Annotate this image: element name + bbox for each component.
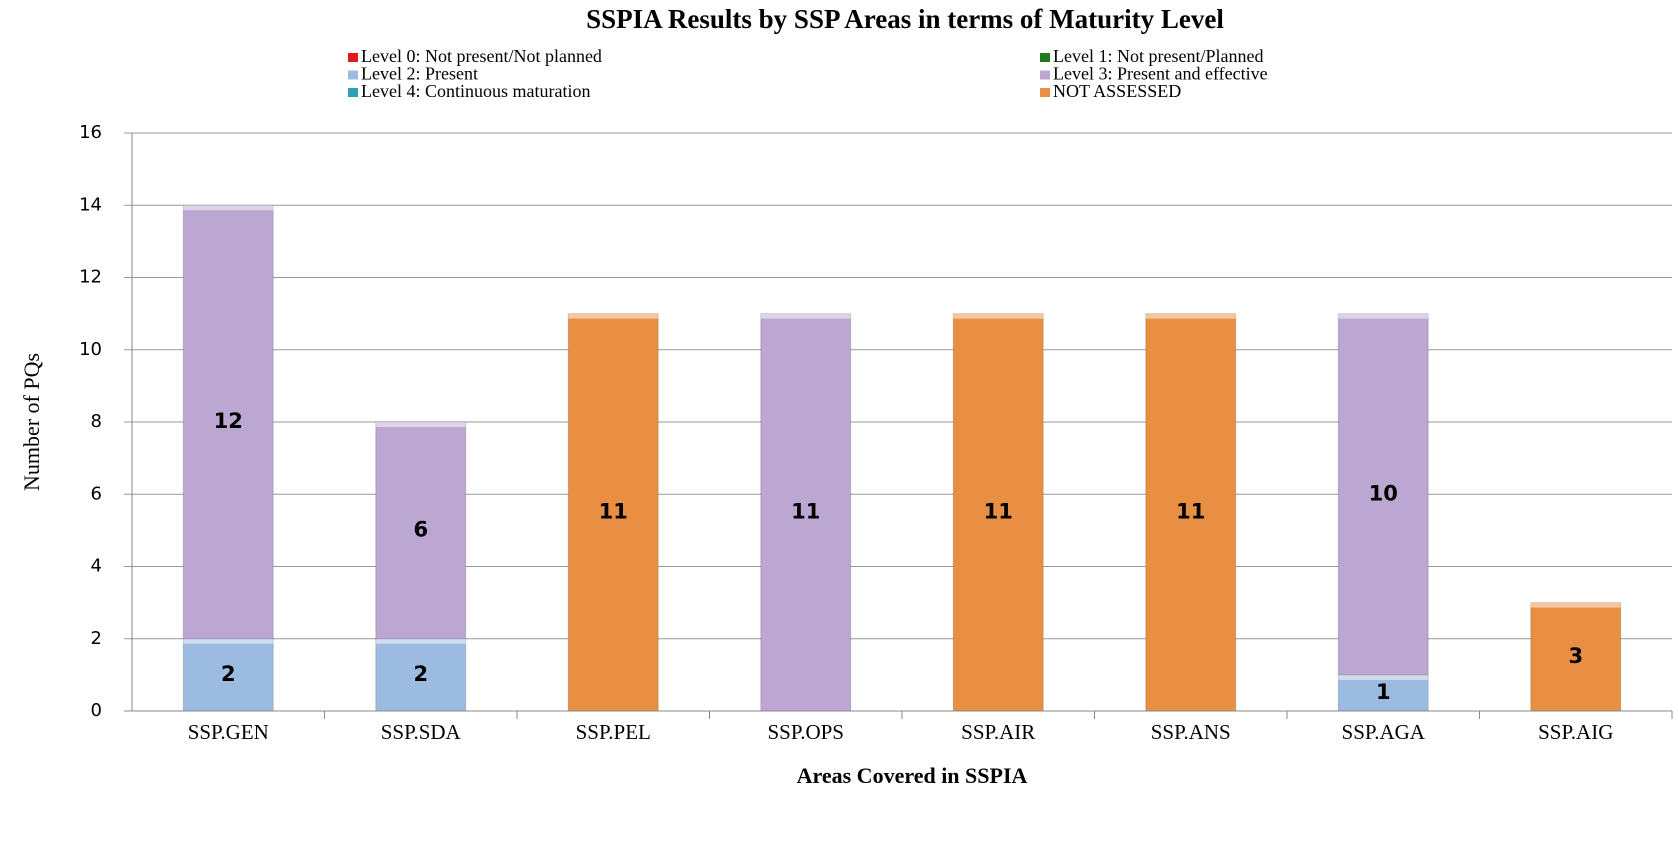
chart-title: SSPIA Results by SSP Areas in terms of M… [586, 4, 1224, 34]
bar-highlight [1145, 313, 1236, 319]
legend-label: Level 3: Present and effective [1053, 64, 1268, 84]
data-label: 11 [599, 499, 628, 523]
y-tick-label: 2 [91, 628, 102, 649]
legend-label: Level 4: Continuous maturation [361, 81, 590, 101]
data-label: 6 [413, 517, 428, 541]
y-tick-label: 4 [91, 556, 102, 577]
y-tick-label: 16 [79, 122, 102, 143]
x-tick-label: SSP.AIR [961, 720, 1035, 744]
legend-label: Level 0: Not present/Not planned [361, 46, 602, 66]
bar-highlight [1338, 313, 1429, 319]
legend-swatch [1040, 53, 1050, 62]
x-tick-label: SSP.ANS [1151, 720, 1231, 744]
x-axis-label: Areas Covered in SSPIA [797, 763, 1028, 788]
data-label: 2 [413, 662, 428, 686]
x-tick-label: SSP.PEL [576, 720, 651, 744]
data-label: 1 [1376, 680, 1391, 704]
bar-highlight [1530, 602, 1621, 608]
bar-highlight [760, 313, 851, 319]
bar-segment [1530, 602, 1622, 712]
bar-segment [375, 638, 467, 712]
legend-label: Level 1: Not present/Planned [1053, 46, 1263, 66]
data-label: 2 [221, 662, 236, 686]
data-label: 11 [984, 499, 1013, 523]
y-tick-label: 0 [91, 700, 102, 721]
y-tick-label: 12 [79, 267, 102, 288]
bar-highlight [953, 313, 1044, 319]
bar-highlight [1338, 674, 1429, 680]
legend-swatch [348, 88, 358, 97]
data-label: 11 [791, 499, 820, 523]
legend-label: NOT ASSESSED [1053, 81, 1181, 101]
bar-segment [1145, 313, 1237, 712]
data-label: 10 [1369, 481, 1398, 505]
y-tick-label: 6 [91, 483, 102, 504]
bar-segment [567, 313, 659, 712]
data-label: 11 [1176, 499, 1205, 523]
bar-segment [1337, 674, 1429, 712]
data-label: 12 [214, 409, 243, 433]
x-tick-label: SSP.GEN [188, 720, 269, 744]
x-tick-label: SSP.AIG [1538, 720, 1613, 744]
bar-highlight [568, 313, 659, 319]
bar-segment [760, 313, 852, 712]
y-tick-label: 10 [79, 339, 102, 360]
bar-highlight [375, 422, 466, 427]
x-tick-label: SSP.SDA [381, 720, 462, 744]
y-axis-label: Number of PQs [19, 353, 44, 491]
y-tick-label: 8 [91, 411, 102, 432]
bar-highlight [183, 205, 274, 211]
data-label: 3 [1568, 644, 1583, 668]
bar-segment [375, 421, 467, 640]
bar-highlight [183, 638, 274, 644]
bar-segment [182, 204, 274, 640]
x-tick-label: SSP.AGA [1342, 720, 1426, 744]
bar-segment [952, 313, 1044, 712]
legend-label: Level 2: Present [361, 64, 478, 84]
bar-segment [1337, 313, 1429, 676]
bar-highlight [375, 638, 466, 644]
legend-swatch [1040, 70, 1050, 80]
legend-swatch [1040, 88, 1050, 97]
legend-swatch [348, 70, 358, 80]
x-tick-label: SSP.OPS [768, 720, 844, 744]
legend-swatch [348, 53, 358, 62]
y-tick-label: 14 [79, 194, 102, 215]
